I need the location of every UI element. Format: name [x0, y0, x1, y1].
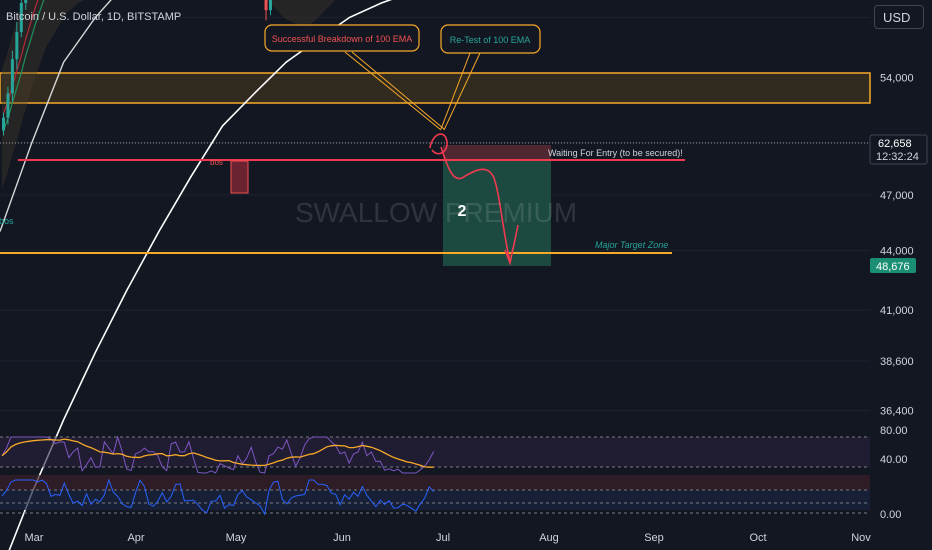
retest-pointer-a: [440, 52, 471, 130]
projection-path: [440, 146, 519, 266]
osc-tick-0: 0.00: [880, 509, 901, 521]
rsi-tick-80: 80.00: [880, 425, 908, 437]
candle-body: [264, 0, 268, 11]
retest-callout: [440, 24, 541, 54]
time-tick-label: Nov: [851, 532, 871, 544]
time-tick-label: May: [226, 532, 247, 544]
price-tick-label: 44,000: [880, 246, 914, 258]
candle-body: [15, 32, 19, 60]
candlestick-series: [2, 0, 272, 136]
ema-200-line: [8, 0, 393, 550]
bollinger-band: [2, 0, 335, 189]
chart-title: Bitcoin / U.S. Dollar, 1D, BITSTAMP: [6, 11, 181, 23]
rsi-line: [1, 435, 435, 474]
entry-note: Waiting For Entry (to be secured)!: [548, 148, 683, 158]
time-tick-label: Jul: [436, 532, 450, 544]
time-axis: Mar Apr May Jun Jul Aug Sep Oct Nov: [25, 532, 872, 544]
breakdown-callout-text: Successful Breakdown of 100 EMA: [272, 34, 413, 44]
price-axis: 72,00067,00062,00058,00054,00050,00047,0…: [880, 12, 914, 417]
bos-label: bos: [0, 216, 14, 226]
price-tick-label: 47,000: [880, 190, 914, 202]
candle-body: [24, 0, 28, 4]
watermark-number: 2: [458, 203, 467, 220]
price-tick-label: 38,600: [880, 356, 914, 368]
candle-body: [10, 59, 14, 94]
time-tick-label: Sep: [644, 532, 664, 544]
time-tick-label: Oct: [749, 532, 766, 544]
current-price-tag: [869, 134, 928, 165]
breakdown-callout: [264, 24, 420, 52]
price-tick-label: 41,000: [880, 305, 914, 317]
stop-loss-box: [443, 145, 551, 161]
watermark-text: SWALLOW PREMIUM: [295, 197, 577, 228]
bos-label-2: bos: [210, 158, 223, 167]
oscillator-panel: [0, 475, 870, 516]
target-price-tag-value: 48,676: [876, 261, 910, 273]
currency-selector[interactable]: USD: [874, 5, 924, 29]
price-tick-label: 54,000: [880, 73, 914, 85]
retest-callout-text: Re-Test of 100 EMA: [450, 35, 531, 45]
candle-body: [2, 117, 5, 131]
target-zone-label: Major Target Zone: [595, 240, 668, 250]
resistance-zone: [0, 72, 871, 104]
retest-pointer-b: [443, 52, 481, 131]
time-tick-label: Aug: [539, 532, 559, 544]
price-tick-label: 36,400: [880, 405, 914, 417]
rsi-panel: [0, 435, 870, 474]
rsi-ma-line: [1, 438, 434, 468]
breakdown-pointer-a: [344, 51, 442, 131]
candle-body: [6, 93, 10, 118]
time-tick-label: Jun: [333, 532, 351, 544]
time-tick-label: Apr: [127, 532, 144, 544]
current-price-tag-value: 62,658: [878, 138, 912, 150]
ema-100-line: [0, 0, 112, 232]
breakdown-pointer-b: [351, 51, 445, 130]
bos-box: [230, 160, 249, 194]
candle-body: [269, 0, 272, 11]
countdown-tag: 12:32:24: [876, 151, 919, 163]
rsi-tick-40: 40.00: [880, 454, 908, 466]
time-tick-label: Mar: [25, 532, 44, 544]
oscillator-line: [1, 478, 435, 516]
candle-body: [19, 3, 23, 33]
target-price-tag: [870, 258, 916, 273]
retest-loop: [429, 133, 448, 155]
